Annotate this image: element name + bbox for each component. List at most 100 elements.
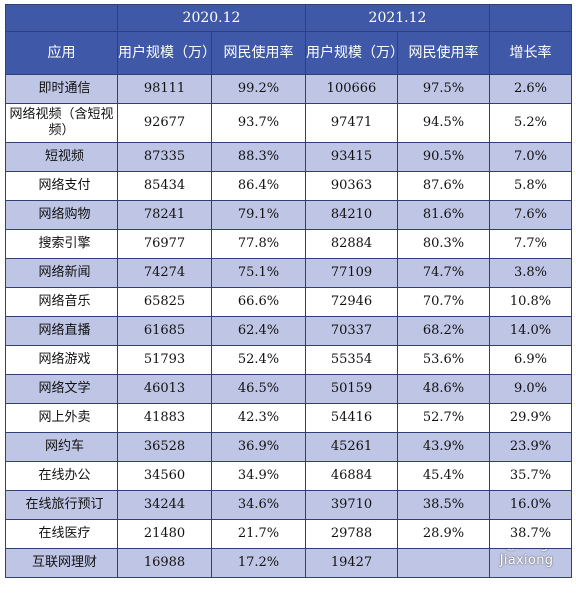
table-row: 网络音乐 65825 66.6% 72946 70.7% 10.8% (5, 287, 572, 317)
app-name-cell: 在线办公 (5, 461, 118, 491)
users-2021-cell: 46884 (305, 461, 398, 491)
table-row: 网络文学 46013 46.5% 50159 48.6% 9.0% (5, 374, 572, 404)
rate-2021-cell: 74.7% (397, 258, 490, 288)
table-row: 搜索引擎 76977 77.8% 82884 80.3% 7.7% (5, 229, 572, 259)
users-2020-cell: 85434 (117, 171, 212, 201)
year-2021-header: 2021.12 (305, 4, 490, 32)
users-2021-cell: 97471 (305, 103, 398, 143)
app-name-cell: 在线医疗 (5, 519, 118, 549)
users-2020-cell: 21480 (117, 519, 212, 549)
growth-cell: 7.7% (489, 229, 572, 259)
growth-cell: 16.0% (489, 490, 572, 520)
users-2020-cell: 61685 (117, 316, 212, 346)
rate-2021-cell: 90.5% (397, 142, 490, 172)
growth-cell: CSDN @Ding Jiaxiong (489, 548, 572, 578)
rate-2021-cell: 68.2% (397, 316, 490, 346)
col-header-rate-2021: 网民使用率 (397, 31, 490, 75)
table-row: 网约车 36528 36.9% 45261 43.9% 23.9% (5, 432, 572, 462)
users-2020-cell: 65825 (117, 287, 212, 317)
growth-cell: 6.9% (489, 345, 572, 375)
app-name-cell: 互联网理财 (5, 548, 118, 578)
app-name-cell: 网络视频（含短视频） (5, 103, 118, 143)
users-2021-cell: 55354 (305, 345, 398, 375)
table-row: 网络直播 61685 62.4% 70337 68.2% 14.0% (5, 316, 572, 346)
header-blank-right (489, 4, 572, 32)
table-row: 网络新闻 74274 75.1% 77109 74.7% 3.8% (5, 258, 572, 288)
users-2020-cell: 34244 (117, 490, 212, 520)
users-2021-cell: 77109 (305, 258, 398, 288)
users-2021-cell: 90363 (305, 171, 398, 201)
rate-2020-cell: 79.1% (211, 200, 306, 230)
year-2020-header: 2020.12 (117, 4, 306, 32)
rate-2021-cell: 53.6% (397, 345, 490, 375)
col-header-app: 应用 (5, 31, 118, 75)
table-row: 网络购物 78241 79.1% 84210 81.6% 7.6% (5, 200, 572, 230)
growth-cell: 29.9% (489, 403, 572, 433)
users-2021-cell: 39710 (305, 490, 398, 520)
growth-cell: 7.0% (489, 142, 572, 172)
year-header-row: 2020.12 2021.12 (5, 4, 572, 32)
rate-2020-cell: 17.2% (211, 548, 306, 578)
rate-2021-cell: 80.3% (397, 229, 490, 259)
col-header-rate-2020: 网民使用率 (211, 31, 306, 75)
rate-2020-cell: 34.6% (211, 490, 306, 520)
rate-2020-cell: 62.4% (211, 316, 306, 346)
growth-cell: 9.0% (489, 374, 572, 404)
app-name-cell: 即时通信 (5, 74, 118, 104)
rate-2020-cell: 99.2% (211, 74, 306, 104)
users-2020-cell: 16988 (117, 548, 212, 578)
users-2020-cell: 76977 (117, 229, 212, 259)
rate-2020-cell: 21.7% (211, 519, 306, 549)
growth-cell: 3.8% (489, 258, 572, 288)
users-2020-cell: 34560 (117, 461, 212, 491)
rate-2021-cell: 70.7% (397, 287, 490, 317)
rate-2021-cell: 28.9% (397, 519, 490, 549)
growth-cell: 23.9% (489, 432, 572, 462)
table-body: 即时通信 98111 99.2% 100666 97.5% 2.6% 网络视频（… (5, 74, 572, 578)
users-2021-cell: 54416 (305, 403, 398, 433)
growth-cell: 35.7% (489, 461, 572, 491)
table-row: 网络支付 85434 86.4% 90363 87.6% 5.8% (5, 171, 572, 201)
growth-cell: 5.8% (489, 171, 572, 201)
growth-cell: 7.6% (489, 200, 572, 230)
header-blank-left (5, 4, 118, 32)
col-header-users-2021: 用户规模（万） (305, 31, 398, 75)
users-2021-cell: 50159 (305, 374, 398, 404)
growth-cell: 2.6% (489, 74, 572, 104)
app-name-cell: 在线旅行预订 (5, 490, 118, 520)
rate-2021-cell: 43.9% (397, 432, 490, 462)
users-2021-cell: 29788 (305, 519, 398, 549)
app-name-cell: 网约车 (5, 432, 118, 462)
rate-2021-cell: 48.6% (397, 374, 490, 404)
rate-2020-cell: 93.7% (211, 103, 306, 143)
app-name-cell: 网络支付 (5, 171, 118, 201)
users-2020-cell: 78241 (117, 200, 212, 230)
col-header-growth: 增长率 (489, 31, 572, 75)
rate-2021-cell: 87.6% (397, 171, 490, 201)
rate-2020-cell: 77.8% (211, 229, 306, 259)
users-2020-cell: 74274 (117, 258, 212, 288)
users-2020-cell: 92677 (117, 103, 212, 143)
users-2020-cell: 87335 (117, 142, 212, 172)
rate-2021-cell: 97.5% (397, 74, 490, 104)
rate-2020-cell: 75.1% (211, 258, 306, 288)
app-name-cell: 网络音乐 (5, 287, 118, 317)
growth-cell: 10.8% (489, 287, 572, 317)
rate-2020-cell: 36.9% (211, 432, 306, 462)
users-2020-cell: 98111 (117, 74, 212, 104)
rate-2021-cell (397, 548, 490, 578)
app-name-cell: 搜索引擎 (5, 229, 118, 259)
users-2021-cell: 100666 (305, 74, 398, 104)
app-name-cell: 网络直播 (5, 316, 118, 346)
column-header-row: 应用 用户规模（万） 网民使用率 用户规模（万） 网民使用率 增长率 (5, 31, 572, 75)
rate-2021-cell: 94.5% (397, 103, 490, 143)
table-row: 网络游戏 51793 52.4% 55354 53.6% 6.9% (5, 345, 572, 375)
rate-2020-cell: 52.4% (211, 345, 306, 375)
app-name-cell: 网络文学 (5, 374, 118, 404)
rate-2021-cell: 52.7% (397, 403, 490, 433)
app-name-cell: 网络新闻 (5, 258, 118, 288)
csdn-watermark: CSDN @Ding Jiaxiong (499, 550, 554, 569)
app-name-cell: 网络购物 (5, 200, 118, 230)
table-row: 网上外卖 41883 42.3% 54416 52.7% 29.9% (5, 403, 572, 433)
app-name-cell: 网上外卖 (5, 403, 118, 433)
